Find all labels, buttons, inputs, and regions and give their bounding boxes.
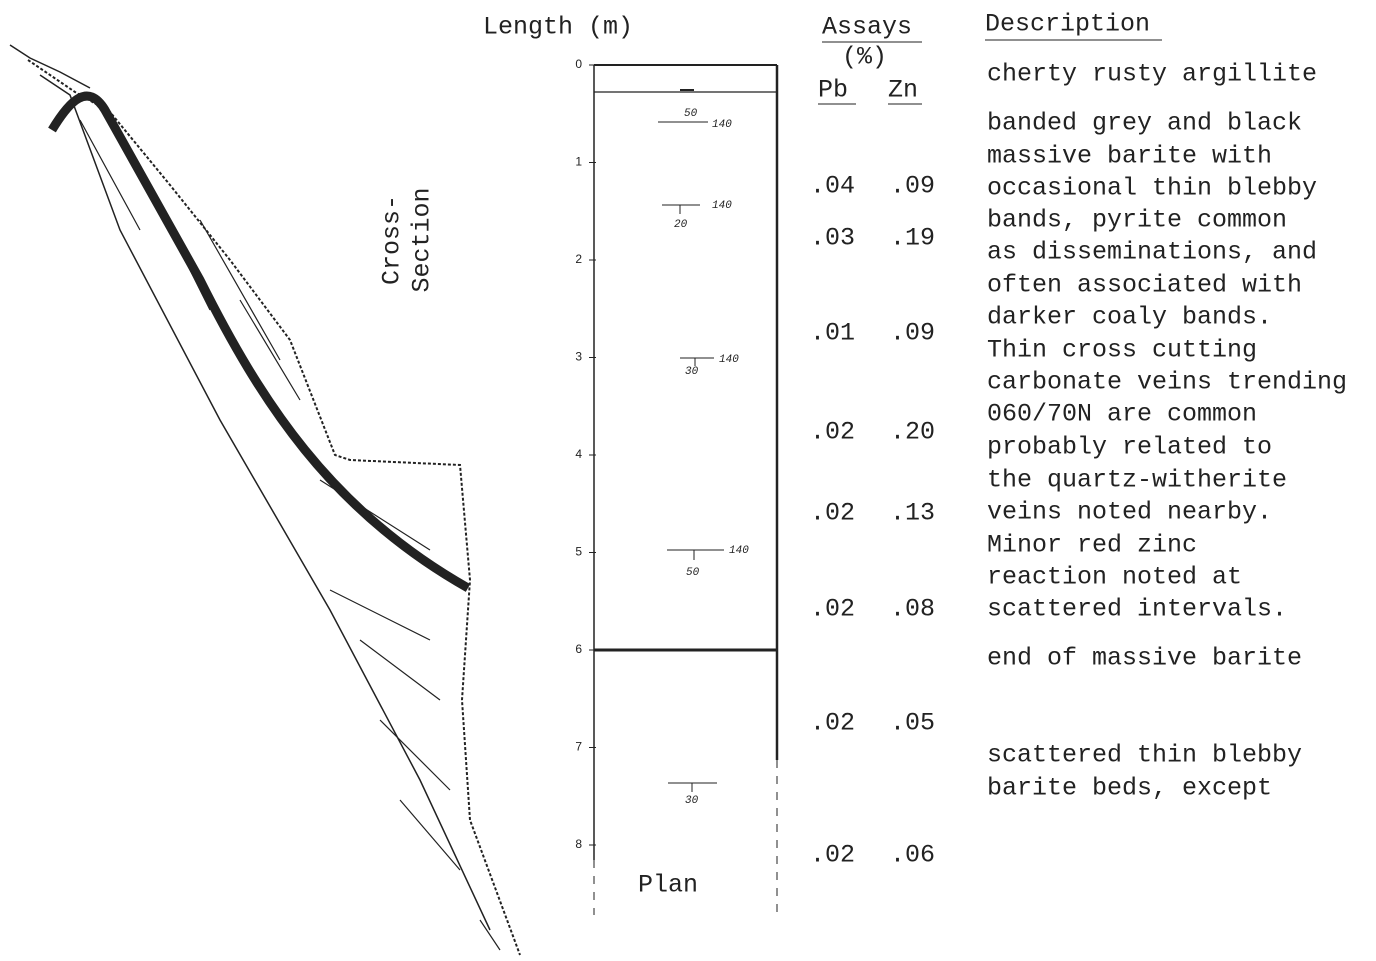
assay-pb: .02: [810, 499, 855, 528]
description-line: banded grey and black: [987, 109, 1302, 138]
assay-values: .04 .09 .03 .19 .01 .09 .02 .20 .02 .13 .02 .08 .02.…: [810, 172, 935, 870]
description-line: veins noted nearby.: [987, 498, 1272, 527]
description-line: bands, pyrite common: [987, 206, 1287, 235]
description-line: scattered intervals.: [987, 595, 1287, 624]
assay-zn: .06: [890, 841, 935, 870]
cross-section-label: Cross-: [378, 195, 407, 285]
description: cherty rusty argillite banded grey and bl…: [987, 60, 1347, 803]
assay-zn: .19: [890, 224, 935, 253]
tick-label: 7: [575, 740, 582, 754]
assay-pb: .02: [810, 709, 855, 738]
annotation: 140: [712, 200, 732, 212]
description-line: as disseminations, and: [987, 238, 1317, 267]
assay-pb: .02: [810, 418, 855, 447]
description-line: Thin cross cutting: [987, 336, 1257, 365]
depth-axis: 0 1 2 3 4 5 6 7 8: [575, 57, 596, 851]
assay-zn: .09: [890, 319, 935, 348]
annotation: 140: [719, 354, 739, 366]
tick-label: 5: [575, 545, 582, 559]
description-line: end of massive barite: [987, 644, 1302, 673]
description-line: scattered thin blebby: [987, 741, 1302, 770]
description-line: darker coaly bands.: [987, 303, 1272, 332]
annotation: 20: [674, 219, 688, 231]
tick-label: 3: [575, 350, 582, 364]
header: Assays: [822, 13, 912, 42]
description-line: barite beds, except: [987, 774, 1272, 803]
tick-label: 6: [575, 642, 582, 656]
tick-label: 0: [575, 57, 582, 71]
assay-zn: .05: [890, 709, 935, 738]
assay-pb: .02: [810, 595, 855, 624]
assay-zn: .20: [890, 418, 935, 447]
assay-zn: .13: [890, 499, 935, 528]
tick-label: 8: [575, 837, 582, 851]
cross-section-label: Section: [408, 187, 437, 292]
header: (%): [842, 43, 887, 72]
annotation: 50: [686, 567, 700, 579]
assay-pb: .01: [810, 319, 855, 348]
annotation: 30: [685, 795, 699, 807]
log-column: [593, 64, 779, 915]
annotation: 30: [685, 366, 699, 378]
annotation: 50: [684, 108, 698, 120]
header: Length (m): [483, 13, 633, 42]
assay-pb: .04: [810, 172, 855, 201]
description-line: 060/70N are common: [987, 400, 1257, 429]
description-line: occasional thin blebby: [987, 174, 1317, 203]
description-line: reaction noted at: [987, 563, 1242, 592]
assay-pb: .03: [810, 224, 855, 253]
annotation: 140: [729, 545, 749, 557]
description-line: carbonate veins trending: [987, 368, 1347, 397]
description-line: Minor red zinc: [987, 531, 1197, 560]
description-line: cherty rusty argillite: [987, 60, 1317, 89]
description-line: massive barite with: [987, 142, 1272, 171]
header: Pb: [818, 76, 848, 105]
annotation: 140: [712, 119, 732, 131]
assay-zn: .08: [890, 595, 935, 624]
assay-pb: .02: [810, 841, 855, 870]
assay-zn: .09: [890, 172, 935, 201]
header: Zn: [888, 76, 918, 105]
tick-label: 1: [575, 155, 582, 169]
description-line: the quartz-witherite: [987, 466, 1287, 495]
description-line: often associated with: [987, 271, 1302, 300]
cross-section-sketch: [9, 44, 521, 956]
header: Description: [985, 10, 1150, 39]
plan-label: Plan: [638, 871, 698, 900]
tick-label: 4: [575, 447, 582, 461]
tick-label: 2: [575, 252, 582, 266]
description-line: probably related to: [987, 433, 1272, 462]
